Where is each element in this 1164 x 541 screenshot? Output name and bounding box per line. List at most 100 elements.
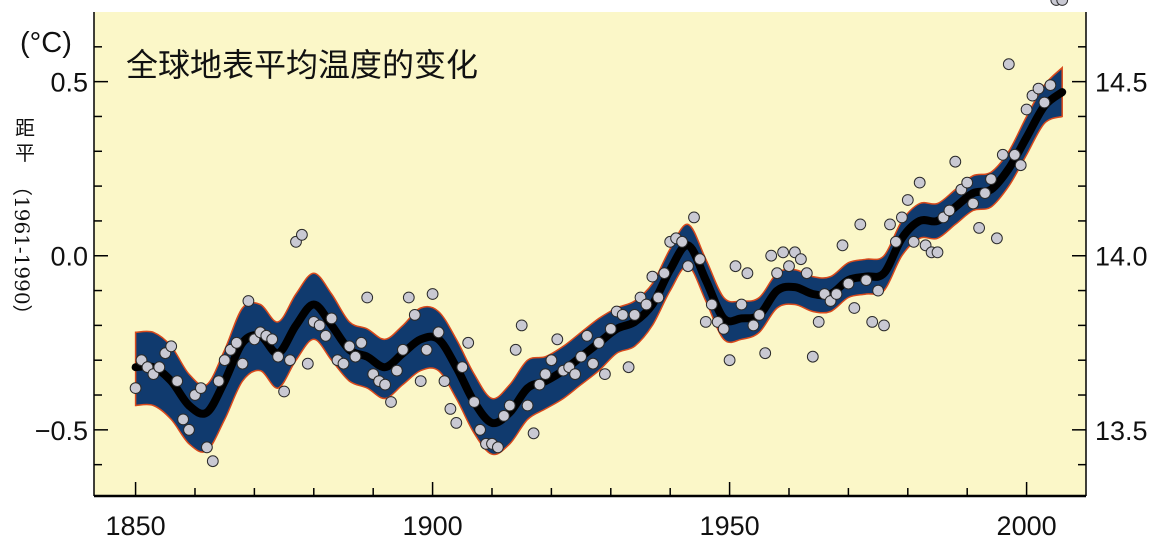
chart-title: 全球地表平均温度的变化 bbox=[126, 46, 478, 84]
unit-label: (°C) bbox=[20, 27, 72, 59]
annual-point bbox=[913, 176, 926, 189]
annual-point bbox=[753, 309, 766, 321]
annual-point bbox=[806, 350, 819, 363]
annual-point bbox=[996, 148, 1009, 161]
annual-point bbox=[201, 441, 213, 454]
y-tick-label: 0.5 bbox=[50, 68, 88, 98]
plot-background bbox=[94, 12, 1086, 496]
x-tick-label: 1850 bbox=[106, 511, 166, 541]
annual-point bbox=[1032, 82, 1045, 95]
x-axis: 1850 1900 1950 2000 bbox=[106, 511, 1057, 541]
annual-point bbox=[575, 350, 587, 363]
annual-point bbox=[343, 340, 356, 353]
annual-point bbox=[682, 260, 694, 273]
annual-point bbox=[581, 329, 593, 342]
annual-point bbox=[699, 316, 712, 328]
annual-point bbox=[783, 260, 795, 273]
annual-point bbox=[646, 270, 659, 283]
annual-point bbox=[444, 403, 457, 415]
annual-point bbox=[426, 288, 439, 300]
annual-point bbox=[979, 187, 991, 200]
annual-point bbox=[836, 239, 849, 252]
annual-point bbox=[450, 417, 463, 429]
annual-point bbox=[676, 235, 688, 248]
annual-point bbox=[438, 375, 451, 388]
annual-point bbox=[991, 232, 1003, 245]
annual-point bbox=[961, 176, 974, 189]
annual-point bbox=[652, 291, 665, 304]
annual-point bbox=[349, 350, 362, 363]
y-axis-label-char-2: 平 bbox=[15, 141, 35, 165]
annual-point bbox=[212, 375, 225, 388]
x-tick-label: 2000 bbox=[997, 511, 1057, 541]
annual-point bbox=[236, 357, 249, 370]
y-axis-label-base-period: （1961-1990） bbox=[10, 176, 34, 325]
annual-point bbox=[884, 218, 896, 231]
annual-point bbox=[765, 249, 778, 262]
annual-point bbox=[1002, 58, 1015, 71]
annual-points bbox=[129, 0, 1069, 468]
annual-point bbox=[503, 399, 516, 412]
annual-point bbox=[521, 399, 534, 412]
annual-point bbox=[515, 319, 528, 332]
annual-point bbox=[771, 267, 783, 280]
annual-point bbox=[397, 343, 409, 356]
annual-point bbox=[206, 455, 219, 468]
annual-point bbox=[747, 319, 760, 332]
annual-point bbox=[616, 309, 629, 321]
annual-point bbox=[777, 246, 789, 259]
annual-point bbox=[551, 333, 564, 346]
annual-point bbox=[890, 235, 902, 248]
annual-point bbox=[694, 253, 706, 266]
annual-point bbox=[723, 354, 736, 367]
annual-point bbox=[153, 361, 166, 374]
y-axis-left: −0.5 0.0 0.5 bbox=[35, 68, 88, 446]
annual-point bbox=[640, 298, 653, 311]
annual-point bbox=[587, 357, 599, 370]
annual-point bbox=[284, 354, 296, 367]
annual-point bbox=[973, 222, 985, 234]
annual-point bbox=[414, 375, 427, 388]
annual-point bbox=[688, 211, 700, 224]
annual-point bbox=[509, 343, 522, 356]
annual-point bbox=[812, 316, 825, 328]
annual-point bbox=[296, 228, 308, 241]
annual-point bbox=[795, 253, 807, 266]
annual-point bbox=[361, 291, 374, 304]
annual-point bbox=[830, 288, 843, 300]
annual-point bbox=[759, 347, 772, 360]
annual-point bbox=[1020, 103, 1033, 116]
annual-point bbox=[379, 378, 392, 391]
annual-point bbox=[539, 368, 552, 381]
annual-point bbox=[313, 319, 326, 332]
annual-point bbox=[171, 375, 184, 388]
annual-point bbox=[337, 357, 350, 370]
annual-point bbox=[1014, 159, 1027, 172]
annual-point bbox=[301, 357, 314, 370]
y2-tick-label: 14.0 bbox=[1095, 242, 1148, 272]
annual-point bbox=[735, 298, 748, 311]
annual-point bbox=[741, 267, 754, 280]
y2-tick-label: 14.5 bbox=[1095, 68, 1148, 98]
annual-point bbox=[985, 173, 997, 186]
annual-point bbox=[391, 364, 403, 377]
annual-point bbox=[658, 267, 671, 280]
annual-point bbox=[866, 316, 879, 328]
x-tick-label: 1900 bbox=[403, 511, 463, 541]
y-tick-label: 0.0 bbox=[50, 242, 88, 272]
annual-point bbox=[622, 361, 635, 374]
annual-point bbox=[842, 277, 855, 290]
annual-point bbox=[492, 441, 504, 454]
annual-point bbox=[533, 378, 546, 391]
annual-point bbox=[402, 291, 415, 304]
annual-point bbox=[432, 326, 445, 339]
y-tick-label: −0.5 bbox=[35, 416, 88, 446]
annual-point bbox=[325, 312, 338, 325]
annual-point bbox=[705, 298, 718, 311]
annual-point bbox=[474, 423, 487, 436]
annual-point bbox=[420, 343, 433, 356]
annual-point bbox=[456, 361, 469, 374]
annual-point bbox=[462, 336, 475, 349]
annual-point bbox=[527, 427, 540, 440]
